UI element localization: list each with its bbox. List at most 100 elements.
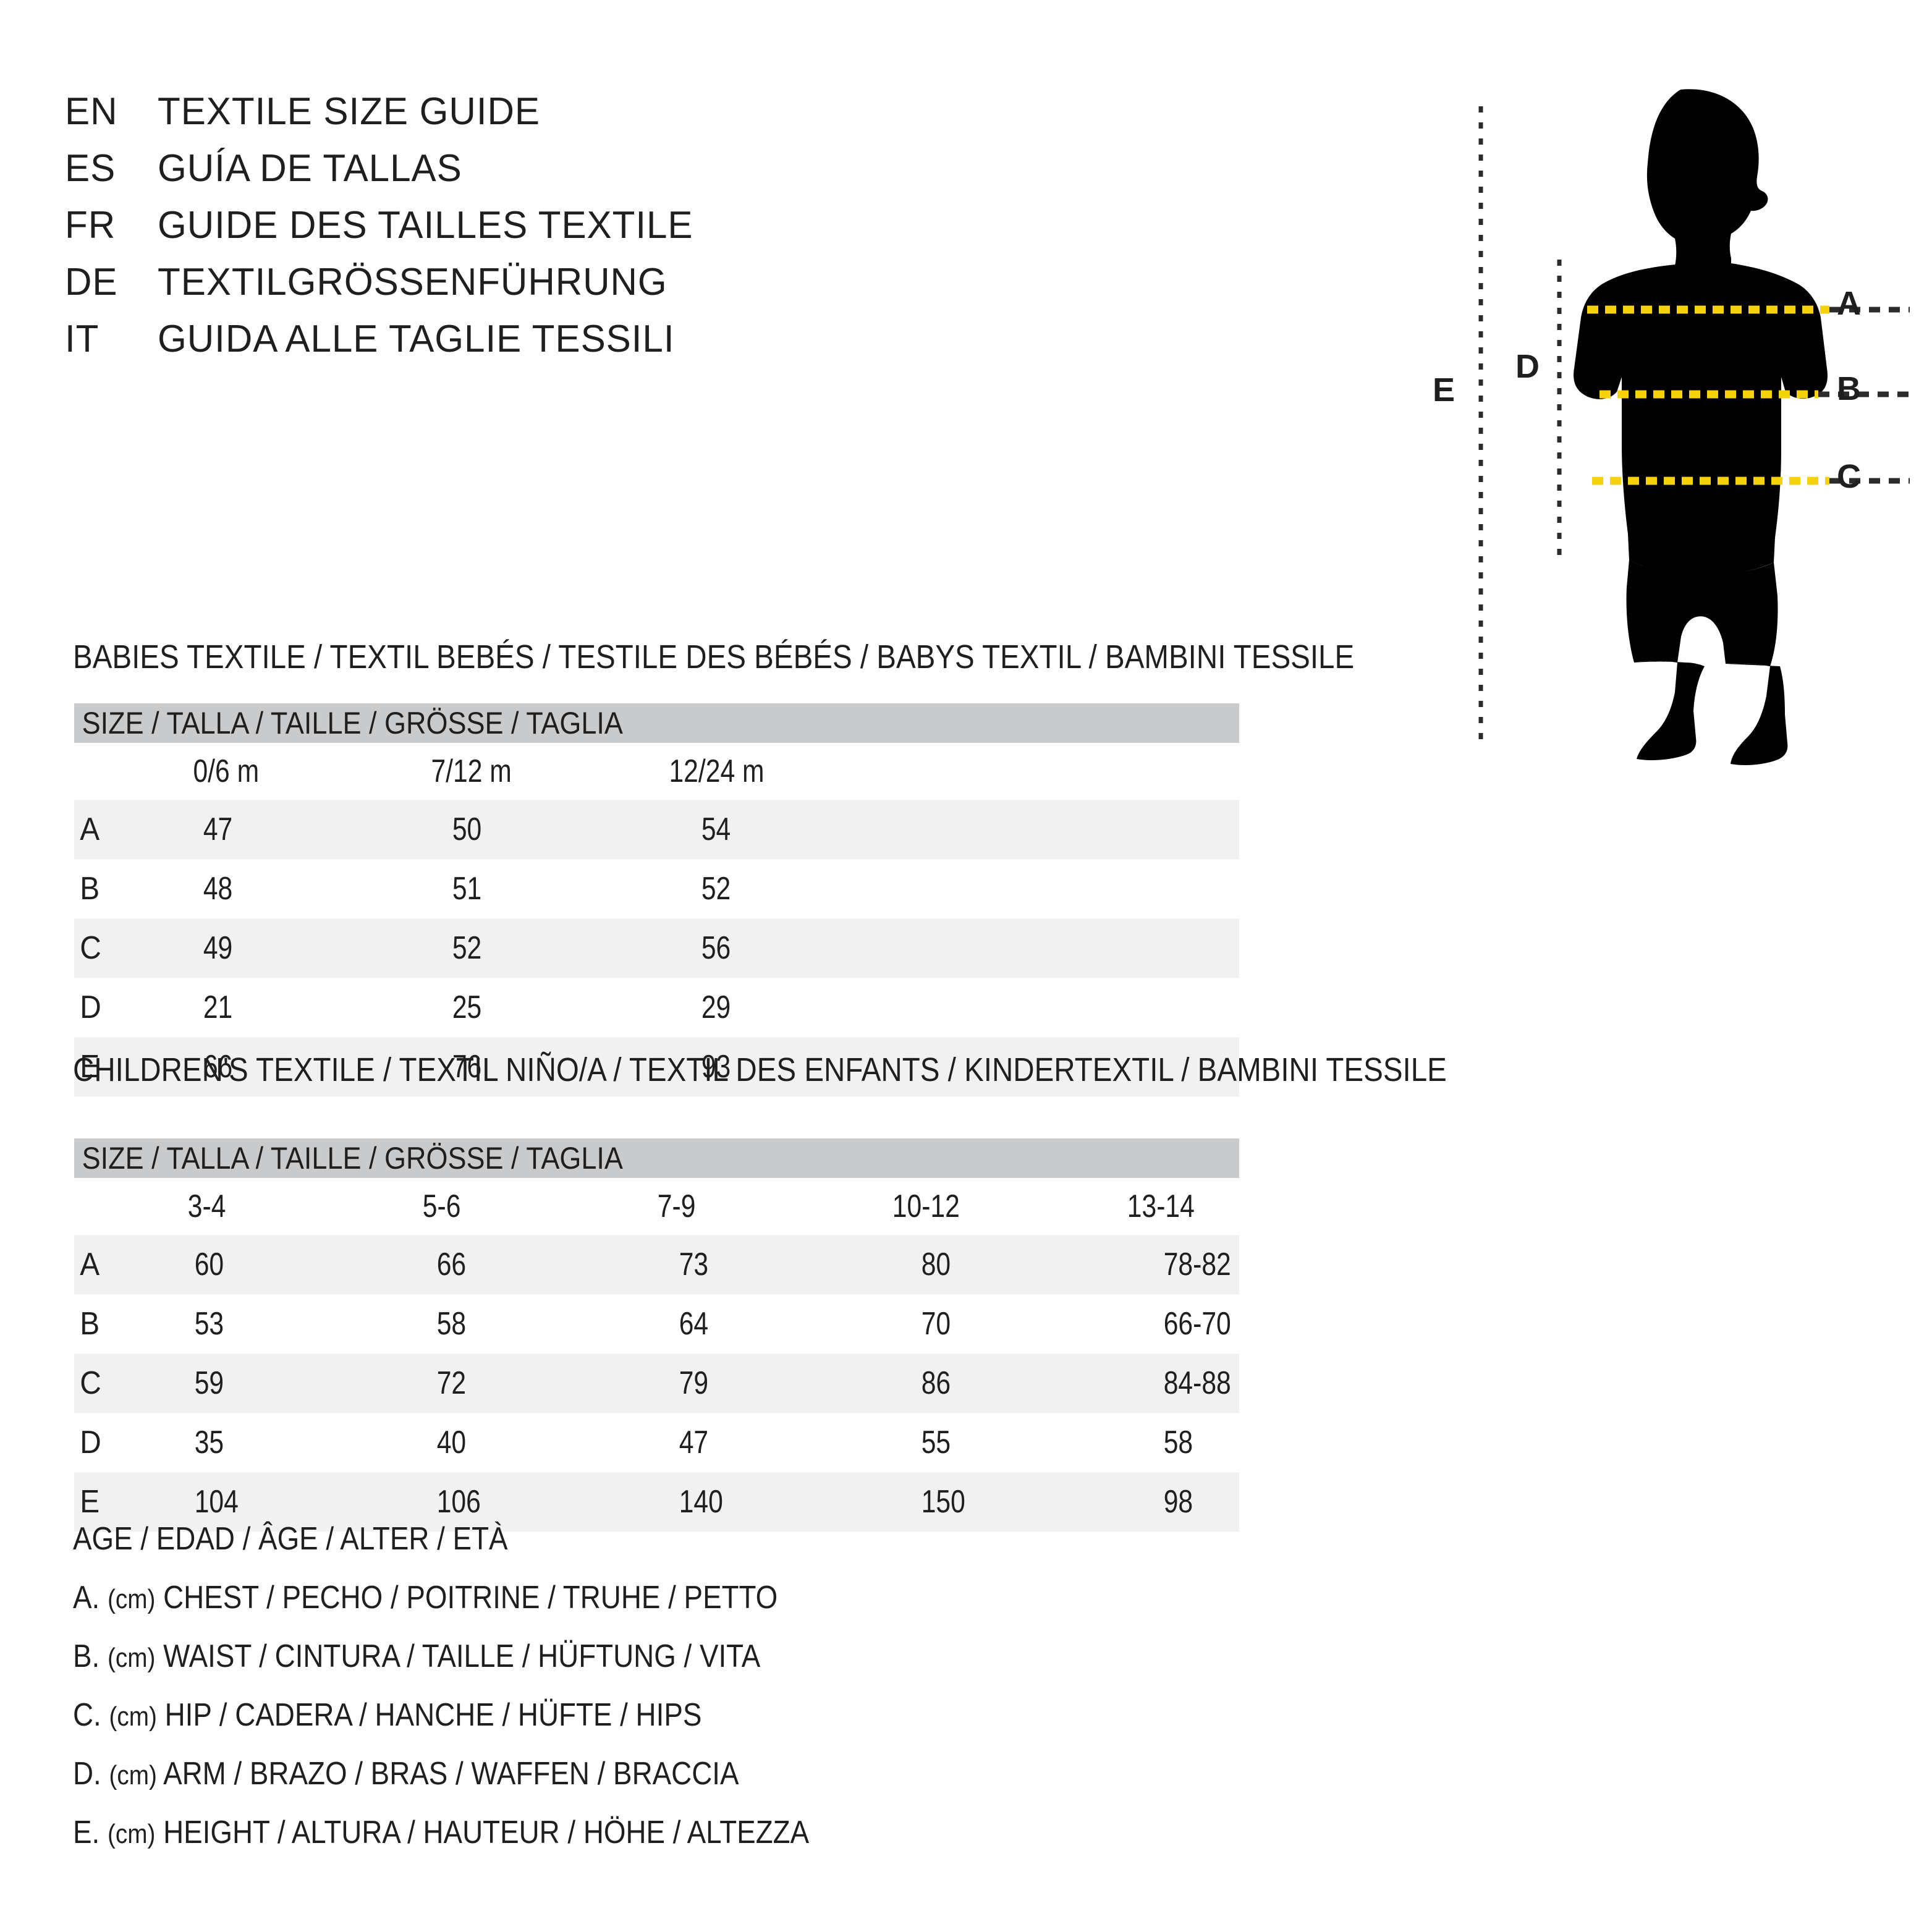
dimension-label-b: B [1837, 370, 1861, 407]
babies-cell-d-2: 29 [701, 989, 731, 1025]
children-cell-c-3: 86 [921, 1365, 951, 1401]
babies-cell-a-1: 50 [452, 811, 482, 847]
children-cell-c-0: 59 [194, 1365, 224, 1401]
children-section-caption: CHILDREN'S TEXTILE / TEXTIL NIÑO/A / TEX… [73, 1051, 1447, 1088]
language-title-block: EN TEXTILE SIZE GUIDE ES GUÍA DE TALLAS … [65, 90, 868, 374]
language-title-en: TEXTILE SIZE GUIDE [158, 90, 540, 133]
language-title-it: GUIDA ALLE TAGLIE TESSILI [158, 318, 675, 360]
legend-item-c: C. (cm) HIP / CADERA / HANCHE / HÜFTE / … [73, 1697, 998, 1755]
children-cell-e-3: 150 [921, 1484, 965, 1520]
language-code-it: IT [65, 318, 100, 360]
measurement-legend: AGE / EDAD / ÂGE / ALTER / ETÀ A. (cm) C… [73, 1520, 1124, 1873]
babies-cell-c-1: 52 [452, 930, 482, 966]
babies-cell-c-2: 56 [701, 930, 731, 966]
babies-row-label-a: A [80, 811, 100, 847]
table-row: C 59 72 79 86 84-88 [74, 1354, 1239, 1413]
children-column-header-1: 5-6 [422, 1188, 461, 1224]
babies-column-header-0: 0/6 m [193, 753, 260, 789]
dimension-label-c: C [1837, 458, 1861, 495]
children-cell-e-2: 140 [679, 1484, 723, 1520]
babies-row-label-d: D [80, 989, 101, 1025]
babies-cell-d-1: 25 [452, 989, 482, 1025]
language-code-es: ES [65, 147, 116, 190]
children-cell-d-4: 58 [1163, 1425, 1193, 1460]
language-title-de: TEXTILGRÖSSENFÜHRUNG [158, 261, 667, 303]
children-cell-b-0: 53 [194, 1306, 224, 1342]
legend-unit-c: (cm) [109, 1701, 157, 1732]
children-size-table: SIZE / TALLA / TAILLE / GRÖSSE / TAGLIA … [74, 1138, 1239, 1532]
babies-cell-c-0: 49 [203, 930, 233, 966]
children-column-header-2: 7-9 [657, 1188, 696, 1224]
children-cell-a-4: 78-82 [1163, 1247, 1231, 1282]
dimension-label-d: D [1515, 348, 1540, 385]
children-column-header-row: 3-4 5-6 7-9 10-12 13-14 [74, 1178, 1239, 1235]
table-row: E 66 76 93 [74, 1037, 1239, 1096]
legend-item-d: D. (cm) ARM / BRAZO / BRAS / WAFFEN / BR… [73, 1755, 998, 1814]
children-column-header-4: 13-14 [1127, 1188, 1195, 1224]
children-table-header-band: SIZE / TALLA / TAILLE / GRÖSSE / TAGLIA [74, 1138, 1239, 1178]
legend-unit-b: (cm) [107, 1643, 156, 1673]
language-row-fr: FR GUIDE DES TAILLES TEXTILE [65, 203, 868, 260]
legend-key-e: E. [73, 1815, 100, 1850]
legend-key-d: D. [73, 1756, 101, 1792]
legend-item-b: B. (cm) WAIST / CINTURA / TAILLE / HÜFTU… [73, 1638, 998, 1697]
children-column-header-0: 3-4 [187, 1188, 226, 1224]
legend-unit-d: (cm) [109, 1760, 157, 1790]
legend-item-a: A. (cm) CHEST / PECHO / POITRINE / TRUHE… [73, 1579, 998, 1638]
legend-key-c: C. [73, 1697, 101, 1733]
legend-text-b: WAIST / CINTURA / TAILLE / HÜFTUNG / VIT… [163, 1638, 761, 1674]
children-cell-d-0: 35 [194, 1425, 224, 1460]
language-row-en: EN TEXTILE SIZE GUIDE [65, 90, 868, 146]
babies-table-header-band: SIZE / TALLA / TAILLE / GRÖSSE / TAGLIA [74, 703, 1239, 743]
children-row-label-c: C [80, 1365, 101, 1401]
children-cell-b-3: 70 [921, 1306, 951, 1342]
children-cell-a-1: 66 [436, 1247, 467, 1282]
babies-cell-d-0: 21 [203, 989, 233, 1025]
children-row-label-d: D [80, 1425, 101, 1460]
babies-column-header-row: 0/6 m 7/12 m 12/24 m [74, 743, 1239, 800]
children-cell-d-3: 55 [921, 1425, 951, 1460]
children-row-label-a: A [80, 1247, 100, 1282]
legend-text-e: HEIGHT / ALTURA / HAUTEUR / HÖHE / ALTEZ… [163, 1815, 810, 1850]
table-row: E 104 106 140 150 98 [74, 1472, 1239, 1532]
legend-item-e: E. (cm) HEIGHT / ALTURA / HAUTEUR / HÖHE… [73, 1814, 998, 1873]
children-cell-d-2: 47 [679, 1425, 709, 1460]
children-cell-c-2: 79 [679, 1365, 709, 1401]
table-row: D 35 40 47 55 58 [74, 1413, 1239, 1472]
language-code-fr: FR [65, 204, 116, 247]
babies-column-header-1: 7/12 m [431, 753, 512, 789]
language-row-es: ES GUÍA DE TALLAS [65, 146, 868, 203]
legend-text-c: HIP / CADERA / HANCHE / HÜFTE / HIPS [164, 1697, 702, 1733]
children-cell-b-4: 66-70 [1163, 1306, 1231, 1342]
babies-column-header-2: 12/24 m [669, 753, 765, 789]
children-row-label-e: E [80, 1484, 100, 1520]
babies-row-label-e: E [80, 1049, 100, 1085]
legend-key-a: A. [73, 1580, 100, 1616]
table-row: B 48 51 52 [74, 859, 1239, 918]
table-row: A 60 66 73 80 78-82 [74, 1235, 1239, 1294]
legend-unit-a: (cm) [107, 1584, 156, 1614]
babies-row-label-c: C [80, 930, 101, 966]
babies-cell-a-2: 54 [701, 811, 731, 847]
children-cell-a-0: 60 [194, 1247, 224, 1282]
table-row: C 49 52 56 [74, 918, 1239, 978]
body-measurement-diagram [1403, 68, 1910, 773]
table-row: D 21 25 29 [74, 978, 1239, 1037]
babies-cell-e-1: 76 [452, 1049, 482, 1085]
babies-section-caption: BABIES TEXTILE / TEXTIL BEBÉS / TESTILE … [73, 638, 1355, 676]
legend-key-b: B. [73, 1638, 100, 1674]
children-column-header-3: 10-12 [892, 1188, 960, 1224]
language-title-fr: GUIDE DES TAILLES TEXTILE [158, 204, 693, 247]
babies-cell-b-0: 48 [203, 871, 233, 907]
child-silhouette-icon [1574, 89, 1828, 765]
babies-cell-b-1: 51 [452, 871, 482, 907]
babies-cell-b-2: 52 [701, 871, 731, 907]
children-cell-e-1: 106 [436, 1484, 481, 1520]
babies-cell-e-2: 93 [701, 1049, 731, 1085]
language-row-it: IT GUIDA ALLE TAGLIE TESSILI [65, 317, 868, 374]
language-title-es: GUÍA DE TALLAS [158, 147, 462, 190]
legend-age-line: AGE / EDAD / ÂGE / ALTER / ETÀ [73, 1521, 508, 1557]
babies-row-label-b: B [80, 871, 100, 907]
language-code-de: DE [65, 261, 118, 303]
